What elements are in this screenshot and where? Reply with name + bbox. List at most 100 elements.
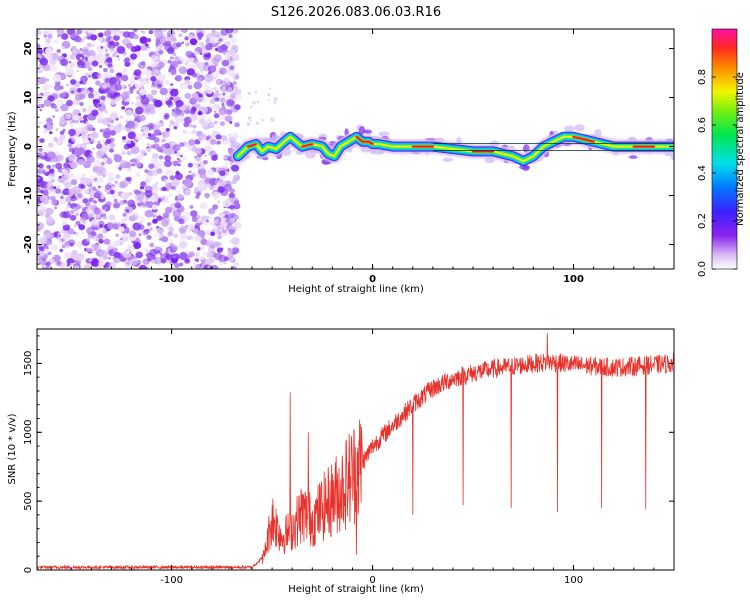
noise-blob	[223, 156, 227, 160]
noise-blob	[163, 178, 170, 184]
noise-blob	[43, 124, 48, 129]
noise-blob	[124, 263, 131, 269]
noise-blob	[188, 124, 193, 128]
noise-blob	[120, 192, 126, 197]
colorbar-tick-label: 0.8	[697, 69, 708, 85]
noise-blob	[201, 261, 205, 265]
noise-blob	[133, 140, 137, 143]
noise-blob	[85, 244, 95, 253]
noise-blob	[134, 161, 142, 168]
ridge-halo-blob	[628, 155, 638, 159]
noise-blob	[47, 251, 52, 256]
noise-blob	[168, 193, 173, 197]
noise-blob	[193, 262, 196, 265]
noise-blob	[224, 261, 227, 265]
noise-blob	[134, 76, 139, 81]
noise-blob	[217, 126, 221, 129]
noise-blob	[208, 237, 214, 242]
noise-blob	[100, 209, 107, 215]
noise-blob	[181, 129, 188, 135]
noise-blob	[199, 41, 204, 47]
noise-blob	[171, 179, 180, 187]
noise-blob	[172, 209, 182, 218]
noise-blob	[141, 203, 148, 209]
noise-blob	[198, 118, 205, 125]
noise-blob	[146, 257, 152, 262]
noise-blob	[165, 127, 170, 132]
noise-blob	[135, 133, 143, 141]
noise-blob	[175, 170, 180, 175]
colorbar-gradient	[711, 28, 738, 270]
noise-blob	[69, 123, 74, 128]
noise-blob	[199, 201, 208, 209]
noise-blob	[39, 195, 47, 202]
noise-blob	[77, 193, 83, 199]
ridge-hot-red	[247, 143, 257, 148]
noise-blob	[200, 238, 208, 245]
noise-blob	[68, 188, 76, 195]
noise-blob	[218, 107, 227, 116]
noise-blob	[177, 193, 184, 200]
noise-blob	[183, 121, 190, 128]
noise-blob	[57, 34, 61, 38]
noise-blob	[78, 183, 85, 189]
noise-blob	[55, 128, 59, 132]
noise-blob	[152, 153, 159, 160]
noise-blob	[197, 136, 203, 142]
noise-blob	[105, 56, 113, 63]
noise-blob	[75, 253, 85, 262]
noise-blob	[224, 40, 231, 47]
noise-blob	[137, 203, 142, 208]
noise-blob	[97, 140, 101, 144]
noise-blob	[216, 140, 222, 145]
noise-blob	[60, 103, 69, 112]
noise-blob	[93, 159, 102, 167]
noise-blob	[114, 83, 123, 91]
spectrogram-xlabel: Height of straight line (km)	[288, 284, 424, 295]
noise-blob	[87, 49, 96, 58]
noise-blob	[194, 235, 202, 242]
noise-blob	[62, 128, 66, 132]
noise-blob	[174, 197, 179, 201]
noise-blob	[47, 173, 56, 181]
noise-blob	[205, 239, 215, 248]
noise-blob	[125, 109, 133, 116]
noise-blob	[56, 99, 64, 107]
noise-blob	[96, 176, 104, 184]
noise-blob	[73, 224, 78, 228]
noise-blob	[164, 148, 173, 156]
noise-blob	[184, 92, 192, 100]
noise-blob	[116, 55, 120, 58]
noise-blob	[180, 29, 188, 33]
noise-blob	[172, 160, 179, 167]
noise-blob	[168, 125, 172, 128]
noise-blob	[82, 108, 87, 113]
noise-blob	[133, 34, 139, 40]
noise-blob	[173, 144, 181, 152]
noise-blob	[164, 97, 169, 102]
noise-blob	[51, 164, 56, 168]
noise-blob	[98, 32, 104, 38]
noise-blob	[61, 93, 67, 98]
noise-blob	[69, 161, 78, 169]
noise-blob	[46, 54, 53, 60]
noise-blob	[197, 174, 201, 178]
noise-blob	[97, 37, 103, 43]
noise-blob	[138, 233, 142, 237]
noise-blob	[72, 49, 77, 54]
snr-xtick-label: 100	[564, 575, 583, 586]
noise-blob	[42, 189, 49, 196]
noise-blob	[220, 135, 228, 141]
noise-blob	[169, 96, 174, 101]
noise-blob	[114, 41, 120, 47]
noise-blob	[107, 175, 115, 183]
noise-blob	[55, 188, 62, 194]
noise-blob	[53, 84, 62, 91]
noise-blob	[122, 212, 127, 217]
noise-blob	[157, 83, 162, 88]
noise-blob	[60, 33, 69, 40]
noise-blob	[167, 59, 172, 64]
noise-blob	[184, 36, 189, 41]
snr-series-line	[37, 333, 674, 570]
